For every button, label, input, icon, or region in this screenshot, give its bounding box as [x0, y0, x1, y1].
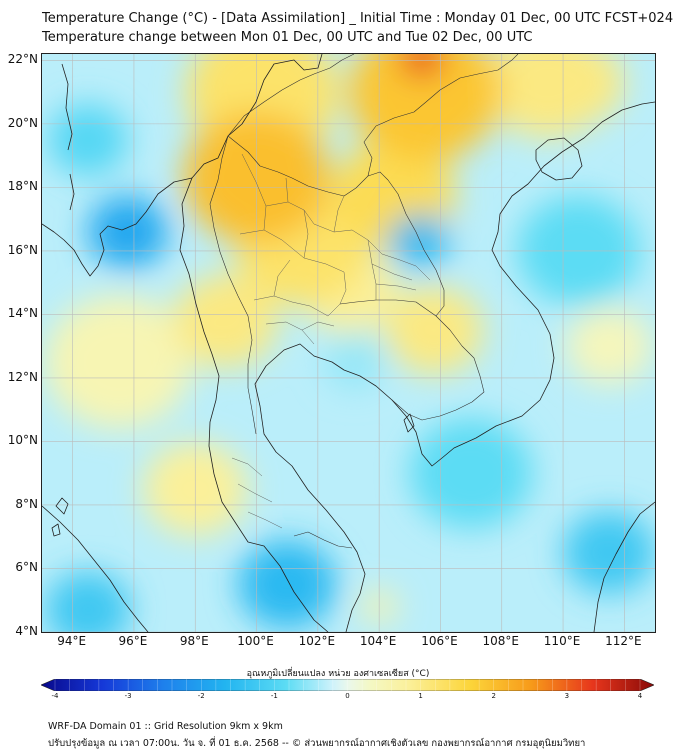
longitude-label: 102°E: [298, 634, 336, 648]
latitude-label: 18°N: [7, 179, 38, 194]
temperature-change-map: [41, 53, 656, 633]
temperature-anomaly: [323, 334, 386, 390]
colorbar-tick-label: 2: [491, 692, 496, 700]
longitude-label: 94°E: [57, 634, 87, 648]
latitude-label: 14°N: [7, 306, 38, 321]
coastlines: [42, 54, 655, 632]
colorbar-title: อุณหภูมิเปลี่ยนแปลง หน่วย องศาเซลเซียส (…: [246, 669, 430, 679]
latitude-label: 22°N: [7, 52, 38, 67]
island-andaman: [61, 63, 75, 211]
temperature-field: [42, 54, 655, 632]
map-subtitle: Temperature change between Mon 01 Dec, 0…: [42, 30, 533, 45]
temperature-anomaly: [566, 307, 652, 385]
map-title: Temperature Change (°C) - [Data Assimila…: [42, 11, 674, 26]
model-info: WRF-DA Domain 01 :: Grid Resolution 9km …: [48, 721, 283, 732]
border-myanmar-thailand: [209, 135, 257, 435]
coast-gulf-of-martaban: [42, 177, 193, 277]
latitude-label: 20°N: [7, 115, 38, 130]
provinces-north: [239, 153, 383, 273]
latitude-label: 10°N: [7, 433, 38, 448]
provinces-central: [253, 259, 341, 345]
island-nicobar: [51, 497, 69, 537]
update-credit: ปรับปรุงข้อมูล ณ เวลา 07:00น. วัน จ. ที่…: [48, 738, 586, 749]
colorbar-tick-label: 4: [637, 692, 643, 700]
temperature-anomaly: [45, 571, 131, 632]
temperature-anomaly: [388, 213, 450, 269]
longitude-label: 96°E: [118, 634, 148, 648]
coast-hainan: [535, 137, 583, 181]
colorbar-tick-label: -1: [270, 692, 278, 700]
colorbar-tick-label: -4: [51, 692, 59, 700]
border-malaysia: [293, 531, 353, 549]
longitude-label: 106°E: [421, 634, 458, 648]
border-laos-thailand: [227, 135, 445, 317]
country-borders: [209, 54, 519, 549]
colorbar-tick-label: 0: [345, 692, 350, 700]
provinces-south: [231, 457, 283, 529]
colorbar-tick-label: 1: [418, 692, 423, 700]
colorbar-tick-marks: [54, 679, 641, 691]
colorbar-tick-label: 3: [564, 692, 570, 700]
temperature-anomaly: [409, 418, 533, 529]
latitude-label: 12°N: [7, 369, 38, 384]
coast-indochina: [179, 54, 655, 632]
border-vietnam-laos: [363, 54, 519, 177]
temperature-anomaly: [48, 103, 128, 176]
colorbar: [41, 679, 654, 691]
province-boundaries: [231, 153, 431, 529]
latitude-label: 8°N: [15, 496, 38, 511]
latitude-label: 4°N: [15, 624, 38, 638]
longitude-label: 110°E: [543, 634, 581, 648]
coast-sumatra: [42, 505, 149, 632]
colorbar-tick-label: -3: [124, 692, 132, 700]
longitude-label: 108°E: [482, 634, 520, 648]
coast-borneo: [593, 501, 655, 632]
temperature-anomaly: [563, 511, 655, 594]
latitude-label: 16°N: [7, 242, 38, 257]
temperature-anomaly: [400, 54, 444, 77]
map-canvas: [42, 54, 655, 632]
longitude-label: 98°E: [179, 634, 209, 648]
temperature-anomaly: [238, 540, 337, 629]
colorbar-tick-label: -2: [197, 692, 205, 700]
temperature-anomaly: [348, 54, 502, 162]
island-phuquoc: [403, 413, 415, 433]
border-cambodia: [339, 299, 485, 421]
longitude-label: 100°E: [237, 634, 274, 648]
longitude-label: 104°E: [359, 634, 397, 648]
temperature-anomaly: [45, 295, 193, 429]
provinces-isan: [339, 239, 431, 305]
latitude-label: 6°N: [15, 560, 38, 575]
longitude-label: 112°E: [605, 634, 642, 648]
temperature-anomaly: [532, 54, 625, 124]
temperature-anomaly: [87, 195, 168, 268]
temperature-anomaly: [173, 273, 279, 368]
graticule: [42, 54, 655, 632]
temperature-anomaly: [385, 286, 484, 375]
border-china: [227, 54, 355, 137]
